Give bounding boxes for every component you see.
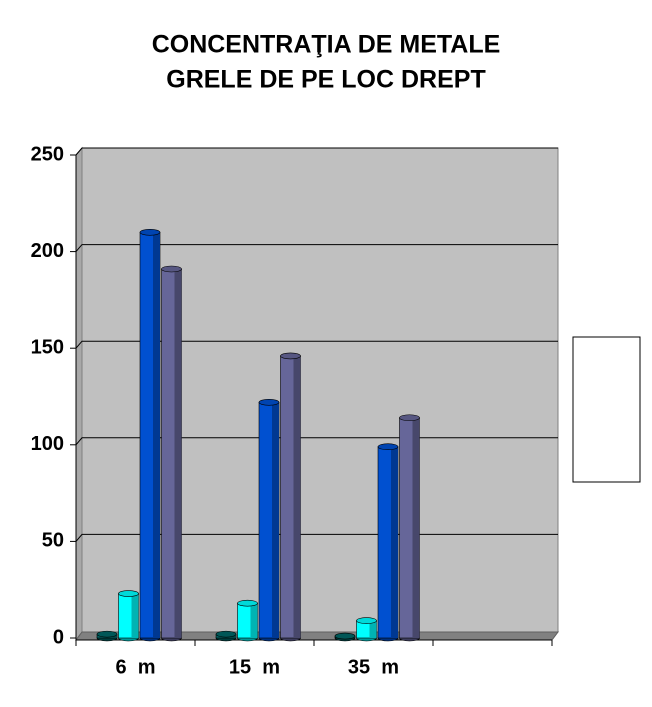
y-tick-label: 0 bbox=[53, 626, 64, 648]
chart-title: GRELE DE PE LOC DREPT bbox=[166, 66, 485, 94]
bar bbox=[399, 414, 420, 642]
bar bbox=[280, 352, 301, 642]
grid-line bbox=[75, 340, 558, 349]
bar bbox=[356, 617, 377, 642]
chart-title: CONCENTRAŢIA DE METALE bbox=[152, 31, 501, 59]
x-tick-label: 6 m bbox=[115, 656, 155, 678]
bar bbox=[118, 590, 139, 642]
grid-line bbox=[75, 244, 558, 252]
bar-shade bbox=[272, 402, 279, 638]
bar-top bbox=[258, 398, 280, 406]
bar-top bbox=[118, 590, 139, 597]
bar bbox=[334, 632, 356, 642]
bar-top bbox=[334, 632, 356, 640]
bar-shade bbox=[412, 417, 420, 638]
bar-shade bbox=[153, 232, 160, 638]
bar-top bbox=[399, 414, 420, 422]
y-tick-label: 200 bbox=[31, 240, 64, 262]
bar bbox=[161, 265, 182, 642]
x-tick-label: 15 m bbox=[229, 656, 280, 678]
bar bbox=[377, 443, 399, 642]
bar-shade bbox=[131, 593, 139, 638]
bar-top bbox=[215, 630, 237, 638]
bar-top bbox=[377, 443, 399, 451]
legend bbox=[572, 336, 641, 483]
y-tick-label: 100 bbox=[31, 433, 64, 455]
bar bbox=[215, 630, 237, 642]
bar-shade bbox=[391, 446, 398, 638]
y-tick-label: 150 bbox=[31, 336, 64, 358]
bar bbox=[258, 398, 280, 642]
y-tick-label: 250 bbox=[31, 143, 64, 165]
x-tick-label: 35 m bbox=[348, 656, 399, 678]
bar-shade bbox=[174, 268, 182, 638]
bar-top bbox=[96, 630, 118, 638]
bar bbox=[237, 599, 258, 642]
bar bbox=[96, 630, 118, 642]
bar-top bbox=[356, 617, 377, 624]
bar-shade bbox=[369, 620, 377, 638]
bar bbox=[139, 228, 161, 642]
grid-line bbox=[75, 147, 558, 156]
y-tick-label: 50 bbox=[42, 530, 64, 552]
bar-top bbox=[237, 599, 258, 607]
bar-top bbox=[161, 265, 182, 273]
bar-top bbox=[139, 228, 161, 236]
bar-top bbox=[280, 352, 301, 360]
bar-shade bbox=[250, 603, 258, 638]
bar-shade bbox=[293, 355, 301, 638]
side-wall bbox=[75, 146, 83, 642]
